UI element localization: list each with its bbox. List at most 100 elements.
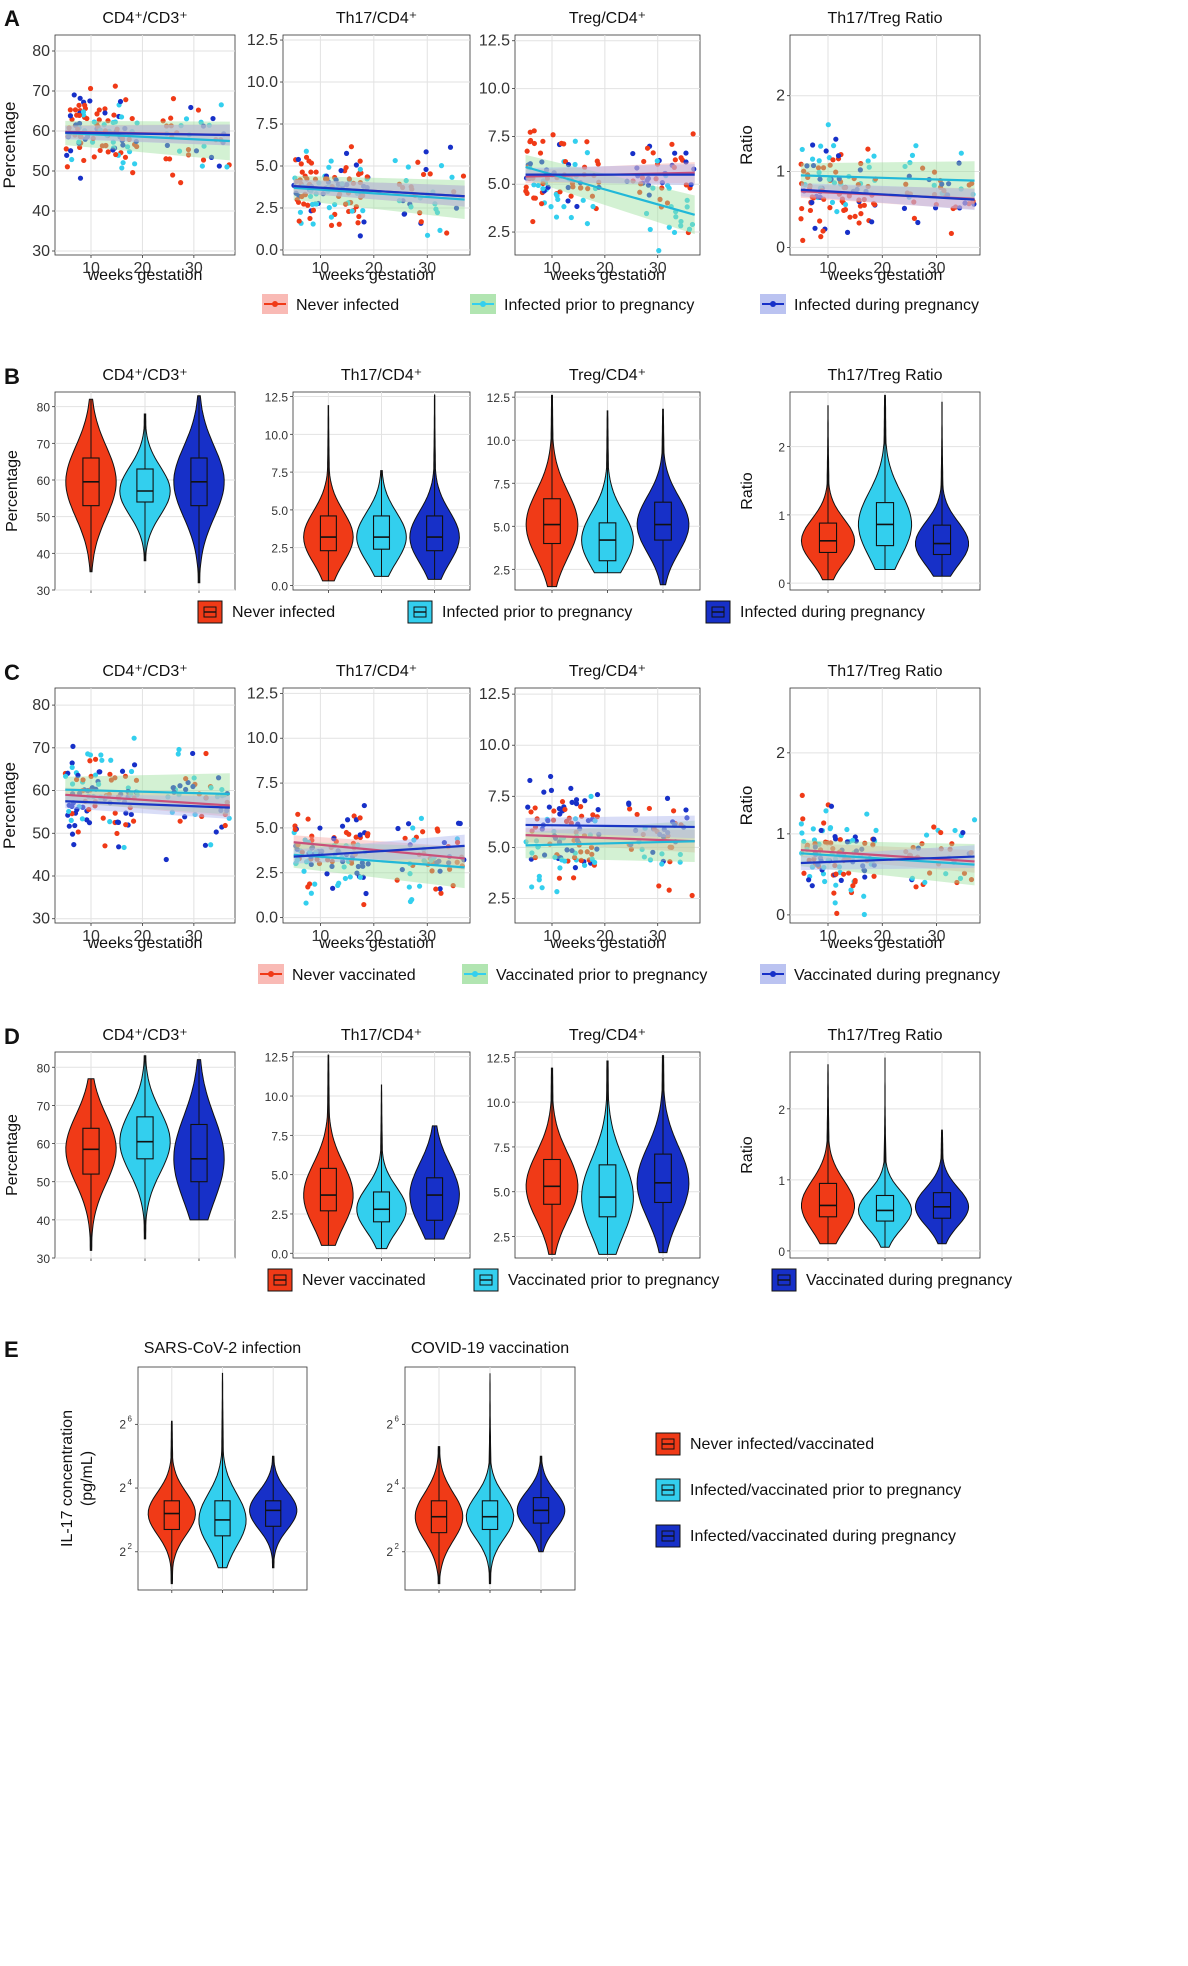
y-tick-label: 2.5: [256, 865, 278, 882]
scatter-point: [360, 863, 366, 869]
scatter-point: [686, 226, 693, 232]
scatter-point: [63, 146, 69, 152]
scatter-point: [331, 836, 337, 842]
scatter-point: [545, 184, 551, 190]
scatter-point: [340, 858, 346, 865]
scatter-point: [69, 764, 75, 770]
scatter-point: [208, 154, 215, 160]
scatter-point: [177, 818, 183, 824]
scatter-point: [335, 848, 341, 854]
violin-subplot-D-2: 0.0 2.5 5.0 7.5 10.0 12.5 Th17/CD4⁺: [265, 1027, 471, 1261]
scatter-point: [853, 848, 860, 854]
x-tick-label: 10: [819, 260, 837, 277]
y-tick-label: 2: [778, 1103, 785, 1117]
scatter-point: [160, 118, 166, 124]
scatter-point: [102, 843, 108, 849]
scatter-point: [336, 221, 342, 227]
scatter-point: [850, 883, 856, 889]
violin-during: [249, 1455, 298, 1569]
legend-label-during: Infected/vaccinated during pregnancy: [690, 1528, 956, 1545]
scatter-point: [206, 122, 212, 128]
scatter-point: [958, 150, 964, 156]
scatter-point: [423, 166, 429, 173]
y-tick-label: 40: [32, 868, 50, 885]
scatter-point: [295, 156, 301, 163]
box-iqr: [654, 1153, 672, 1204]
scatter-point: [71, 92, 77, 98]
panel-letter-B: B: [4, 364, 20, 389]
scatter-point: [903, 181, 909, 187]
y-tick-label: 5.0: [271, 504, 288, 518]
scatter-point: [434, 209, 441, 216]
scatter-point: [817, 176, 823, 182]
scatter-point: [343, 150, 350, 156]
scatter-point: [294, 846, 300, 852]
scatter-point: [102, 110, 108, 116]
scatter-point: [644, 145, 651, 151]
scatter-point: [435, 828, 441, 834]
scatter-point: [640, 831, 646, 838]
scatter-point: [81, 157, 87, 164]
x-tick-label: 20: [873, 260, 891, 277]
scatter-point: [336, 193, 342, 200]
scatter-point: [336, 880, 342, 886]
violin-subplot-D-4: 0 1 2 Th17/Treg Ratio Ratio: [739, 1027, 981, 1261]
scatter-point: [222, 822, 228, 829]
scatter-point: [842, 184, 849, 191]
scatter-point: [859, 846, 865, 852]
scatter-point: [111, 112, 117, 118]
y-tick-label: 2: [386, 1481, 393, 1495]
scatter-point: [822, 878, 828, 885]
scatter-subplot-C-4: 10 20 30 0 1 2 Th17/Treg Ratio weeks gestation R…: [737, 663, 981, 952]
scatter-point: [931, 824, 937, 830]
scatter-point: [392, 157, 398, 164]
box-iqr: [654, 501, 672, 541]
scatter-point: [971, 817, 978, 823]
scatter-point: [328, 222, 335, 229]
legend-key-box: [661, 1530, 675, 1542]
scatter-point: [559, 857, 565, 863]
scatter-point: [91, 119, 97, 125]
scatter-point: [92, 756, 99, 762]
scatter-point: [69, 156, 75, 163]
y-tick-label: 70: [32, 83, 50, 100]
scatter-point: [307, 193, 314, 200]
scatter-point: [122, 773, 129, 779]
scatter-point: [310, 221, 316, 227]
scatter-point: [810, 826, 816, 832]
subplot-title: Th17/CD4⁺: [336, 663, 417, 680]
scatter-point: [809, 199, 815, 206]
scatter-point: [123, 97, 129, 103]
scatter-point: [407, 898, 414, 905]
scatter-point: [215, 775, 222, 781]
scatter-point: [798, 821, 804, 827]
scatter-point: [313, 169, 319, 175]
scatter-point: [816, 841, 822, 847]
legend-label-prior: Vaccinated prior to pregnancy: [508, 1272, 719, 1289]
legend-key-box: [777, 1274, 791, 1286]
legend-label-prior: Infected prior to pregnancy: [504, 297, 694, 314]
scatter-point: [582, 798, 588, 804]
y-tick-label: 2: [776, 88, 785, 105]
confidence-band-during: [65, 794, 230, 819]
scatter-point: [199, 163, 205, 169]
scatter-point: [89, 785, 95, 791]
scatter-point: [846, 870, 852, 876]
scatter-point: [827, 162, 833, 168]
scatter-point: [902, 163, 908, 170]
scatter-point: [550, 817, 557, 823]
scatter-point: [534, 816, 540, 822]
scatter-point: [357, 166, 363, 172]
scatter-point: [188, 104, 194, 111]
scatter-point: [865, 158, 871, 164]
scatter-point: [798, 180, 805, 187]
violin-prior: [119, 413, 171, 562]
scatter-point: [857, 203, 863, 209]
scatter-point: [861, 202, 867, 208]
scatter-point: [579, 813, 585, 819]
scatter-point: [110, 119, 116, 126]
scatter-point: [956, 160, 962, 166]
scatter-point: [539, 885, 545, 891]
legend-key-box: [203, 606, 217, 618]
confidence-band-prior: [65, 120, 230, 161]
